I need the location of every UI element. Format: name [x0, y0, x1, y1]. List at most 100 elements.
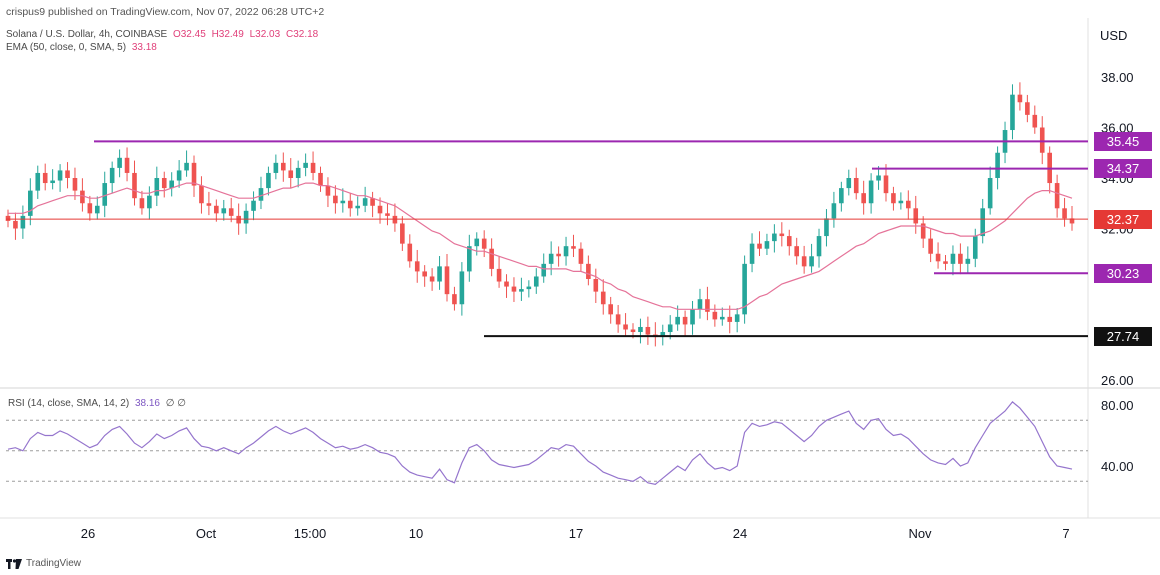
ohlc-close: C32.18 [285, 29, 319, 40]
footer-brand: TradingView [26, 558, 82, 569]
candle-body [496, 268, 502, 282]
candle-body [340, 200, 346, 204]
candle-body [474, 238, 480, 247]
candle-body [950, 253, 956, 264]
candle-body [935, 253, 941, 262]
symbol-legend: Solana / U.S. Dollar, 4h, COINBASE O32.4… [6, 29, 321, 40]
candle-body [57, 170, 63, 181]
candle-body [303, 162, 308, 168]
candle-body [481, 238, 487, 249]
candle-body [42, 172, 48, 184]
candle-body [697, 299, 703, 310]
candle-body [392, 215, 398, 224]
candle-body [906, 200, 911, 209]
candle-body [13, 220, 18, 229]
ema-value: 33.18 [131, 42, 157, 53]
time-tick-label: 7 [1062, 526, 1069, 541]
candle-body [742, 263, 747, 315]
candle-body [556, 253, 561, 257]
candle-body [422, 271, 427, 277]
candle-body [429, 276, 435, 282]
rsi-label: RSI (14, close, SMA, 14, 2) [8, 398, 130, 409]
price-tick-label: 38.00 [1101, 70, 1134, 85]
tradingview-logo-icon [6, 558, 22, 569]
candle-body [578, 248, 584, 264]
candle-body [28, 190, 33, 216]
candle-body [533, 276, 539, 287]
candle-body [280, 162, 286, 171]
candle-body [511, 286, 517, 292]
candle-body [548, 253, 554, 264]
candle-body [727, 316, 733, 322]
ema-label: EMA (50, close, 0, SMA, 5) [6, 42, 127, 53]
candle-body [883, 175, 889, 194]
rsi-tick-label: 80.00 [1101, 398, 1134, 413]
candle-body [757, 243, 762, 249]
candle-body [184, 162, 189, 171]
candle-body [541, 263, 547, 277]
candle-body [132, 172, 137, 199]
candle-body [333, 195, 338, 204]
level-tag: 27.74 [1094, 326, 1152, 346]
candle-body [913, 208, 919, 224]
candle-body [191, 162, 197, 186]
candle-body [437, 266, 442, 282]
candle-body [50, 180, 55, 184]
candle-body [87, 203, 93, 214]
candle-body [169, 180, 174, 189]
candle-body [72, 178, 78, 191]
candle-body [1025, 102, 1030, 115]
candle-body [258, 188, 264, 201]
candle-body [772, 233, 777, 242]
candle-body [467, 246, 472, 272]
currency-label: USD [1100, 28, 1128, 43]
candle-body [667, 324, 673, 333]
candle-body [839, 188, 844, 204]
candle-body [147, 195, 152, 209]
symbol-label: Solana / U.S. Dollar, 4h, COINBASE [6, 29, 168, 40]
candle-body [459, 271, 465, 305]
candle-body [638, 326, 643, 333]
ema-line [8, 182, 1073, 310]
candle-body [898, 200, 904, 204]
candle-body [712, 311, 718, 320]
candle-body [972, 236, 978, 259]
time-tick-label: 24 [733, 526, 747, 541]
candle-body [1017, 94, 1023, 103]
candle-body [20, 215, 26, 229]
candle-body [943, 261, 948, 264]
candle-body [719, 316, 725, 320]
candle-body [891, 193, 896, 204]
candle-body [251, 200, 256, 211]
time-tick-label: 17 [569, 526, 583, 541]
candle-body [660, 332, 666, 338]
candle-body [1062, 208, 1067, 219]
candle-body [846, 178, 852, 189]
candle-body [645, 326, 651, 335]
candle-body [243, 210, 249, 224]
candle-body [214, 205, 219, 214]
candle-body [325, 185, 331, 196]
candle-body [385, 213, 390, 216]
candle-body [876, 175, 881, 181]
candle-body [824, 218, 829, 237]
candle-body [228, 208, 234, 216]
candle-body [489, 248, 494, 269]
candle-body [310, 162, 316, 173]
candle-body [199, 185, 204, 204]
ema-legend: EMA (50, close, 0, SMA, 5) 33.18 [6, 42, 160, 53]
ohlc-low: L32.03 [249, 29, 281, 40]
candle-body [920, 223, 926, 239]
candle-body [236, 215, 241, 224]
candle-body [414, 261, 420, 272]
candle-body [206, 203, 212, 206]
candle-body [958, 253, 963, 264]
time-tick-label: Nov [908, 526, 932, 541]
rsi-extra: ∅ ∅ [165, 398, 186, 409]
level-tag: 30.23 [1094, 263, 1152, 283]
candle-body [362, 198, 368, 206]
candle-body [273, 162, 279, 173]
candle-body [124, 157, 130, 173]
candle-body [615, 314, 621, 325]
